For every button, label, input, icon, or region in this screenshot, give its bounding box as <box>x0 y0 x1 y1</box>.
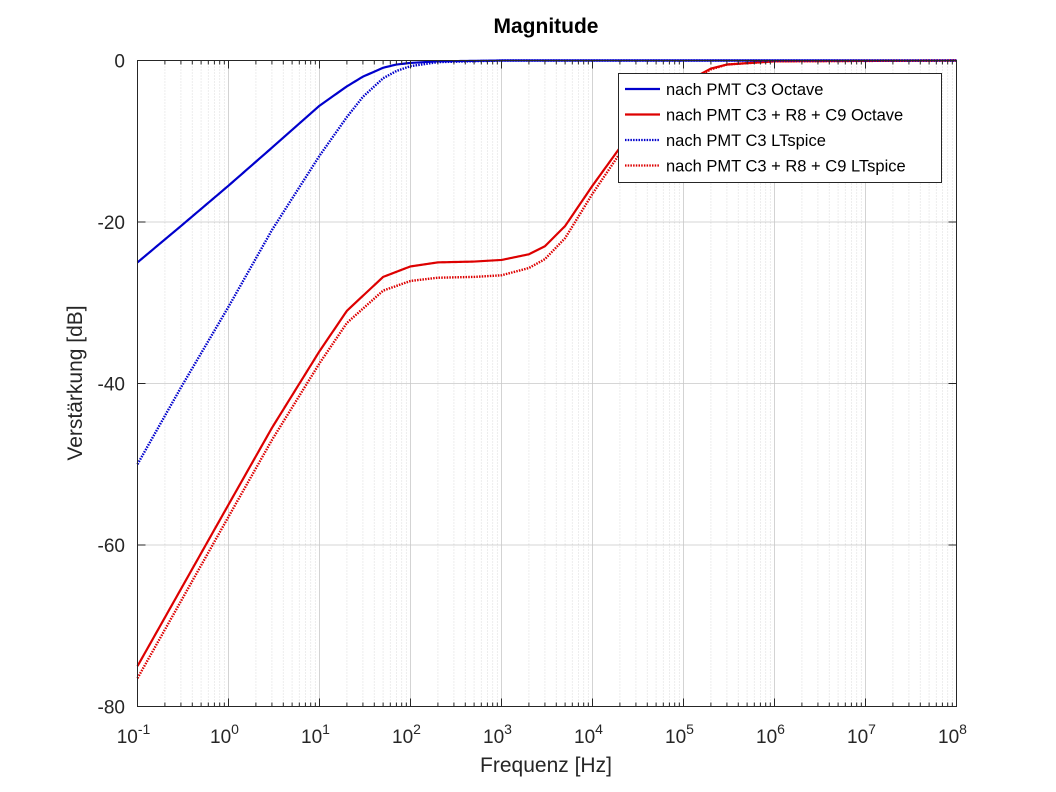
x-axis-title: Frequenz [Hz] <box>480 754 612 777</box>
legend: nach PMT C3 Octave nach PMT C3 + R8 + C9 … <box>618 73 942 183</box>
x-tick-label: 106 <box>756 721 785 748</box>
y-tick-label: -20 <box>98 213 125 234</box>
y-tick-label: -60 <box>98 536 125 557</box>
x-tick-label: 104 <box>574 721 603 748</box>
legend-label: nach PMT C3 + R8 + C9 LTspice <box>666 158 906 176</box>
x-tick-label: 101 <box>301 721 330 748</box>
y-tick-label: -40 <box>98 375 125 396</box>
legend-label: nach PMT C3 Octave <box>666 81 823 99</box>
x-tick-label: 10-1 <box>117 721 151 748</box>
legend-label: nach PMT C3 LTspice <box>666 132 826 150</box>
x-tick-label: 107 <box>847 721 876 748</box>
y-axis-title: Verstärkung [dB] <box>64 305 87 460</box>
x-tick-label: 100 <box>210 721 239 748</box>
legend-box <box>618 73 942 183</box>
y-tick-label: -80 <box>98 698 125 719</box>
axis-ticks: 10-1 100 101 102 103 104 105 106 107 108 0 -20 -40 -6… <box>98 52 968 749</box>
y-tick-label: 0 <box>114 52 125 73</box>
x-tick-label: 108 <box>938 721 967 748</box>
chart-title: Magnitude <box>494 15 599 38</box>
legend-label: nach PMT C3 + R8 + C9 Octave <box>666 107 903 125</box>
x-tick-label: 102 <box>392 721 421 748</box>
x-tick-label: 103 <box>483 721 512 748</box>
x-tick-label: 105 <box>665 721 694 748</box>
